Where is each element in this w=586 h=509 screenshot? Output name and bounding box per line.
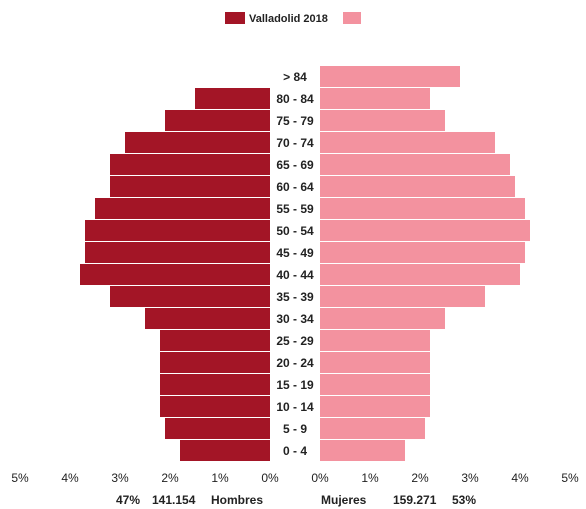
female-bar — [320, 176, 515, 197]
x-tick-label: 0% — [261, 471, 279, 485]
age-group-label: 70 - 74 — [276, 136, 314, 150]
male-bar — [160, 374, 270, 395]
age-group-label: 65 - 69 — [276, 158, 314, 172]
male-bar — [80, 264, 270, 285]
female-bar — [320, 88, 430, 109]
age-group-label: 35 - 39 — [276, 290, 314, 304]
men-label: Hombres — [211, 493, 263, 507]
women-label: Mujeres — [321, 493, 367, 507]
female-bar — [320, 110, 445, 131]
female-bar — [320, 308, 445, 329]
x-tick-label: 4% — [511, 471, 529, 485]
female-bar — [320, 352, 430, 373]
age-group-label: 75 - 79 — [276, 114, 314, 128]
men-percent: 47% — [116, 493, 140, 507]
female-bar — [320, 286, 485, 307]
male-bar — [160, 330, 270, 351]
female-bar — [320, 242, 525, 263]
age-group-label: 20 - 24 — [276, 356, 314, 370]
x-tick-label: 2% — [411, 471, 429, 485]
x-tick-label: 3% — [111, 471, 129, 485]
male-bar — [165, 418, 270, 439]
women-percent: 53% — [452, 493, 476, 507]
men-count: 141.154 — [152, 493, 196, 507]
female-bar — [320, 154, 510, 175]
age-group-label: 50 - 54 — [276, 224, 314, 238]
male-bar — [95, 198, 270, 219]
male-bar — [145, 308, 270, 329]
age-group-labels: 0 - 4 5 - 9 10 - 14 15 - 19 20 - 24 25 - 29 30… — [276, 70, 314, 458]
male-bar — [195, 88, 270, 109]
age-group-label: 25 - 29 — [276, 334, 314, 348]
x-tick-label: 4% — [61, 471, 79, 485]
female-bar — [320, 374, 430, 395]
age-group-label: 15 - 19 — [276, 378, 314, 392]
male-bar — [85, 242, 270, 263]
x-axis-tick-labels: 5% 4% 3% 2% 1% 0% 0% 1% 2% 3% 4% 5% — [11, 471, 579, 485]
legend: Valladolid 2018 — [225, 12, 361, 25]
female-bar — [320, 264, 520, 285]
age-group-label: 45 - 49 — [276, 246, 314, 260]
male-bar — [160, 396, 270, 417]
legend-swatch-women — [343, 12, 361, 24]
x-tick-label: 5% — [11, 471, 29, 485]
male-bar — [165, 110, 270, 131]
female-bar — [320, 418, 425, 439]
female-bar — [320, 220, 530, 241]
age-group-label: 40 - 44 — [276, 268, 314, 282]
age-group-label: 0 - 4 — [283, 444, 307, 458]
women-count: 159.271 — [393, 493, 437, 507]
male-bar — [125, 132, 270, 153]
legend-swatch-men — [225, 12, 245, 24]
female-bar — [320, 396, 430, 417]
male-bar — [160, 352, 270, 373]
age-group-label: 60 - 64 — [276, 180, 314, 194]
age-group-label: 80 - 84 — [276, 92, 314, 106]
male-bar — [110, 154, 270, 175]
male-bars — [80, 88, 270, 461]
male-bar — [180, 440, 270, 461]
female-bars — [320, 66, 530, 461]
x-tick-label: 1% — [361, 471, 379, 485]
female-bar — [320, 198, 525, 219]
age-group-label: 30 - 34 — [276, 312, 314, 326]
legend-label: Valladolid 2018 — [249, 13, 328, 25]
x-tick-label: 1% — [211, 471, 229, 485]
x-tick-label: 2% — [161, 471, 179, 485]
x-tick-label: 0% — [311, 471, 329, 485]
male-bar — [110, 176, 270, 197]
female-bar — [320, 132, 495, 153]
female-bar — [320, 66, 460, 87]
female-bar — [320, 330, 430, 351]
age-group-label: 55 - 59 — [276, 202, 314, 216]
age-group-label: 10 - 14 — [276, 400, 314, 414]
age-group-label: 5 - 9 — [283, 422, 307, 436]
male-bar — [110, 286, 270, 307]
age-group-label: > 84 — [283, 70, 307, 84]
x-tick-label: 5% — [561, 471, 579, 485]
x-tick-label: 3% — [461, 471, 479, 485]
female-bar — [320, 440, 405, 461]
totals-footer: 47% 141.154 Hombres Mujeres 159.271 53% — [116, 493, 476, 507]
male-bar — [85, 220, 270, 241]
